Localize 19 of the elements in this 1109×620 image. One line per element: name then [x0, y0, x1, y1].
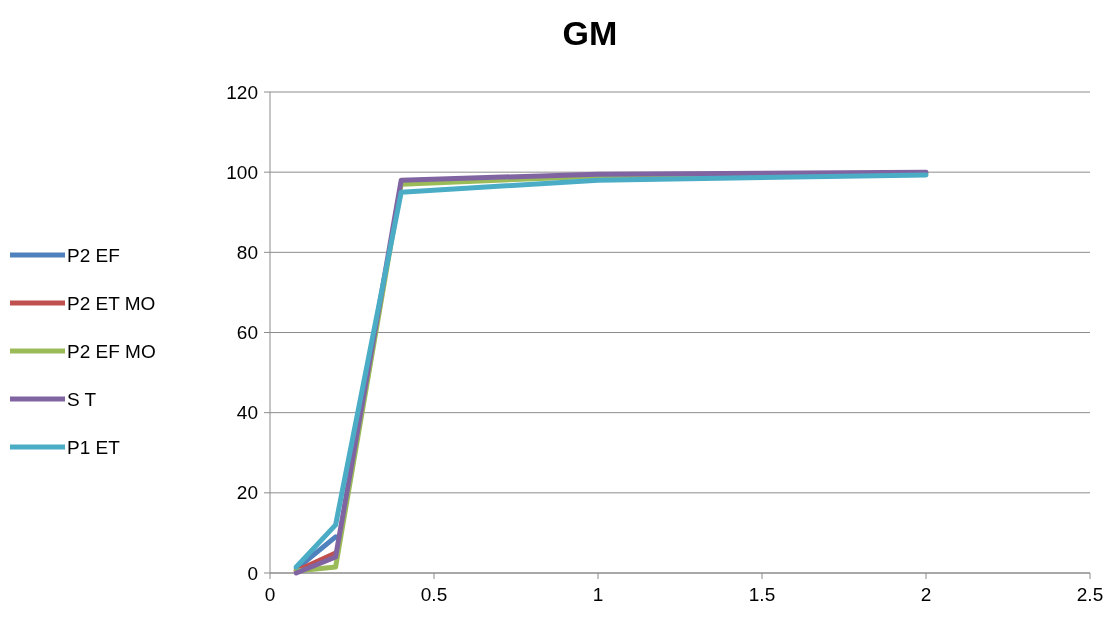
y-tick-label: 0 — [247, 562, 258, 584]
y-tick-label: 100 — [226, 161, 258, 183]
y-tick-label: 20 — [236, 482, 258, 504]
x-tick-label: 0 — [264, 584, 276, 605]
x-tick-label: 1 — [592, 584, 604, 605]
legend-label: P1 ET — [67, 436, 121, 458]
x-tick-label: 2.5 — [1076, 584, 1104, 605]
x-tick-label: 0.5 — [420, 584, 448, 605]
legend-label: S T — [67, 388, 97, 410]
x-tick-label: 2 — [920, 584, 932, 605]
legend-label: P2 EF MO — [67, 340, 156, 362]
chart-title: GM — [562, 14, 618, 52]
x-tick-label: 1.5 — [748, 584, 776, 605]
y-tick-label: 60 — [236, 322, 258, 344]
legend-label: P2 ET MO — [67, 292, 156, 314]
y-tick-label: 120 — [226, 81, 258, 103]
y-tick-label: 40 — [236, 402, 258, 424]
y-tick-label: 80 — [236, 241, 258, 263]
legend-label: P2 EF — [67, 244, 120, 266]
